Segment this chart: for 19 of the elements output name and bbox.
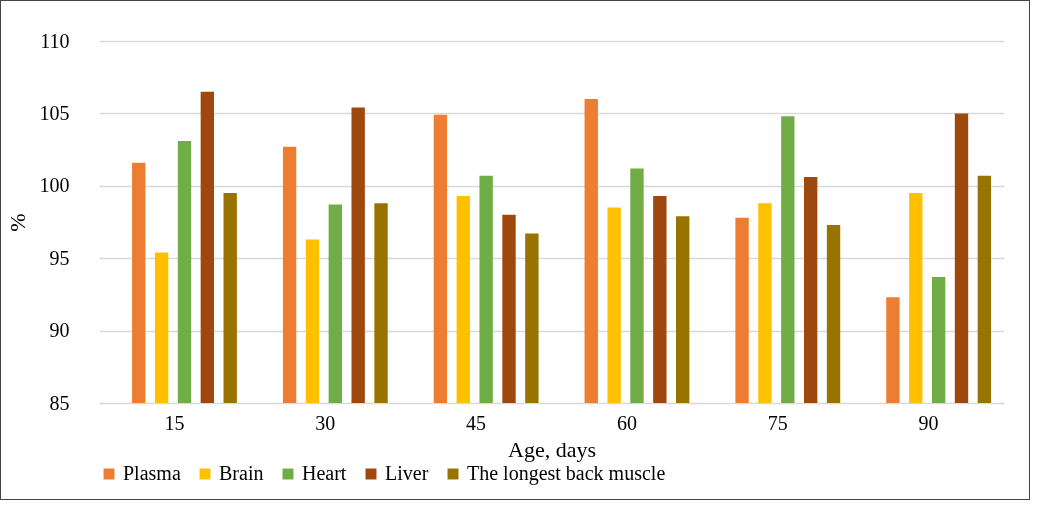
x-tick-label: 45 <box>466 411 487 434</box>
legend-label: Plasma <box>123 462 181 484</box>
y-tick-label: 95 <box>49 246 70 269</box>
x-tick-label: 75 <box>767 411 788 434</box>
y-axis-title: % <box>4 213 30 232</box>
y-tick-label: 90 <box>49 319 70 342</box>
legend-label: The longest back muscle <box>467 462 666 485</box>
x-tick-label: 30 <box>315 411 336 434</box>
legend-label: Brain <box>219 462 264 484</box>
y-tick-label: 110 <box>40 29 70 52</box>
x-tick-label: 90 <box>918 411 939 434</box>
y-tick-label: 100 <box>39 174 70 197</box>
x-tick-label: 15 <box>164 411 185 434</box>
y-tick-label: 85 <box>49 391 70 414</box>
legend-label: Liver <box>385 462 429 484</box>
x-axis-title: Age, days <box>508 436 596 462</box>
x-tick-label: 60 <box>616 411 637 434</box>
legend-label: Heart <box>302 462 347 484</box>
y-tick-label: 105 <box>39 101 70 124</box>
